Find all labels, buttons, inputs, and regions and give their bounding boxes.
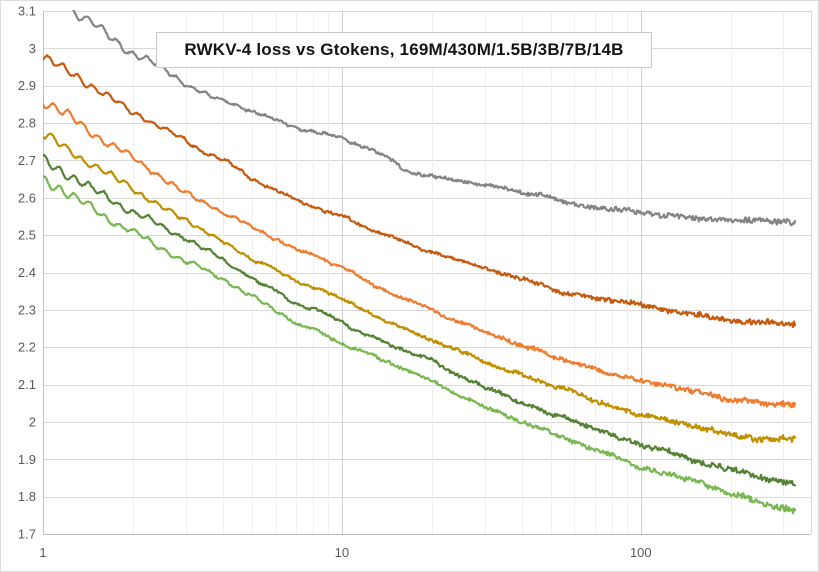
y-axis-tick-label: 3.1 (18, 4, 36, 19)
y-axis-tick-label: 2.3 (18, 302, 36, 317)
series-line-14B (43, 175, 797, 515)
y-axis-tick-label: 3 (29, 41, 36, 56)
series-line-1.5B (43, 102, 797, 409)
chart-title-box: RWKV-4 loss vs Gtokens, 169M/430M/1.5B/3… (156, 32, 652, 68)
y-axis-tick-label: 2.2 (18, 340, 36, 355)
y-axis-tick-label: 2.7 (18, 153, 36, 168)
series-line-169M (72, 10, 797, 227)
series-line-3B (43, 132, 797, 444)
series-line-430M (43, 54, 797, 329)
y-axis-tick-label: 2.6 (18, 190, 36, 205)
y-axis-tick-label: 2.8 (18, 116, 36, 131)
x-axis-tick-label: 1 (39, 545, 46, 560)
chart-title: RWKV-4 loss vs Gtokens, 169M/430M/1.5B/3… (184, 40, 624, 59)
y-axis-tick-label: 2.5 (18, 228, 36, 243)
y-axis-tick-label: 1.9 (18, 452, 36, 467)
y-axis-tick-label: 1.8 (18, 489, 36, 504)
series-line-7B (43, 153, 797, 487)
y-axis-tick-label: 2.9 (18, 78, 36, 93)
y-axis-tick-label: 2.4 (18, 265, 36, 280)
x-axis-tick-label: 100 (630, 545, 652, 560)
x-axis-tick-label: 10 (335, 545, 349, 560)
y-axis-tick-label: 2.1 (18, 377, 36, 392)
y-axis-tick-label: 2 (29, 414, 36, 429)
y-axis-tick-label: 1.7 (18, 527, 36, 542)
